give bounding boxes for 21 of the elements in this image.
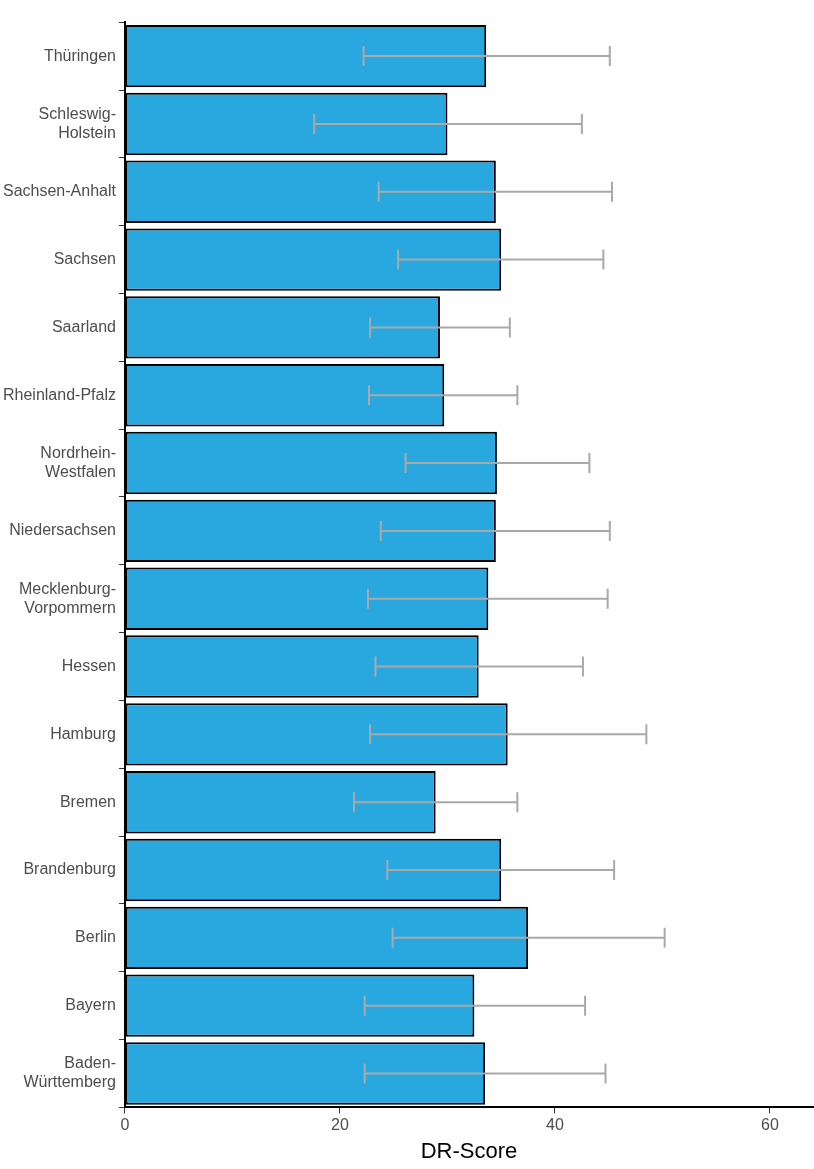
x-axis-title: DR-Score [420,1137,518,1163]
y-tick-label: Sachsen [53,249,116,267]
y-tick-label: Baden- Württemberg [23,1054,116,1091]
y-tick-label: Saarland [51,317,116,335]
y-tick-label: Bayern [65,996,116,1014]
y-tick-label: Brandenburg [23,860,116,878]
y-tick-label: Hamburg [50,724,116,742]
y-tick-label: Nordrhein- Westfalen [40,443,116,481]
y-tick-label: Hessen [61,656,116,674]
y-tick-label: Bremen [59,792,116,810]
y-tick-label: Niedersachsen [9,521,116,539]
x-tick-label: 40 [546,1116,564,1134]
y-tick-label: Berlin [75,928,116,946]
y-tick-label: Rheinland-Pfalz [3,385,116,403]
x-tick-label: 60 [761,1116,779,1134]
y-tick-label: Sachsen-Anhalt [2,182,117,200]
y-tick-label: Schleswig- Holstein [38,104,116,141]
x-tick-label: 20 [331,1116,349,1134]
y-tick-label: Mecklenburg- Vorpommern [19,579,116,616]
x-tick-label: 0 [120,1116,130,1134]
y-tick-label: Thüringen [43,46,116,64]
